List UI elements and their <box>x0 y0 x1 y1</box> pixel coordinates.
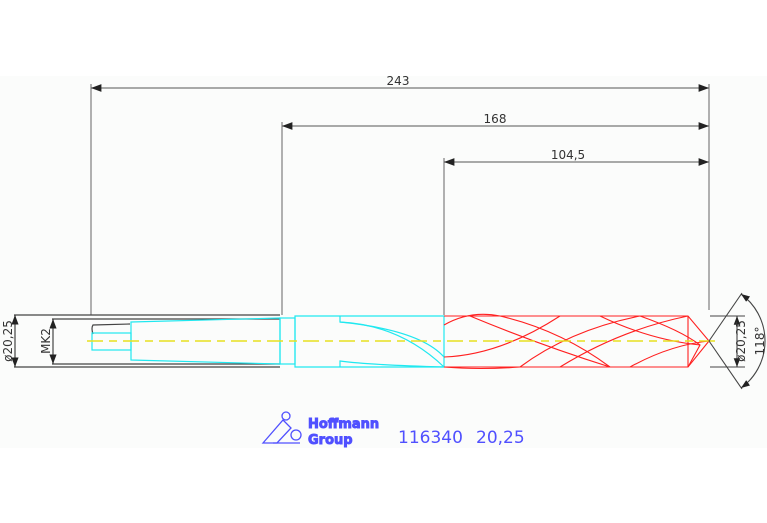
hoffmann-logo <box>261 411 302 444</box>
tip-diameter-label: ø20,25 <box>734 320 748 362</box>
drawing-area <box>0 76 767 448</box>
logo-line1: Hoffmann <box>308 417 379 432</box>
tip-dimensions <box>708 292 766 390</box>
shank-diameter-label: ø20,25 <box>1 320 15 362</box>
dim-shank-to-tip-label: 168 <box>484 112 507 126</box>
drill-flutes <box>443 313 710 370</box>
part-size: 20,25 <box>476 428 525 448</box>
extension-lines <box>90 84 710 315</box>
dim-flute-label: 104,5 <box>551 148 585 162</box>
point-angle-label: 118° <box>753 327 767 356</box>
logo-line2: Group <box>308 433 353 448</box>
part-number: 116340 <box>398 428 463 448</box>
taper-label: MK2 <box>39 328 53 354</box>
dim-overall-label: 243 <box>387 74 410 88</box>
dimension-lines <box>91 84 709 166</box>
